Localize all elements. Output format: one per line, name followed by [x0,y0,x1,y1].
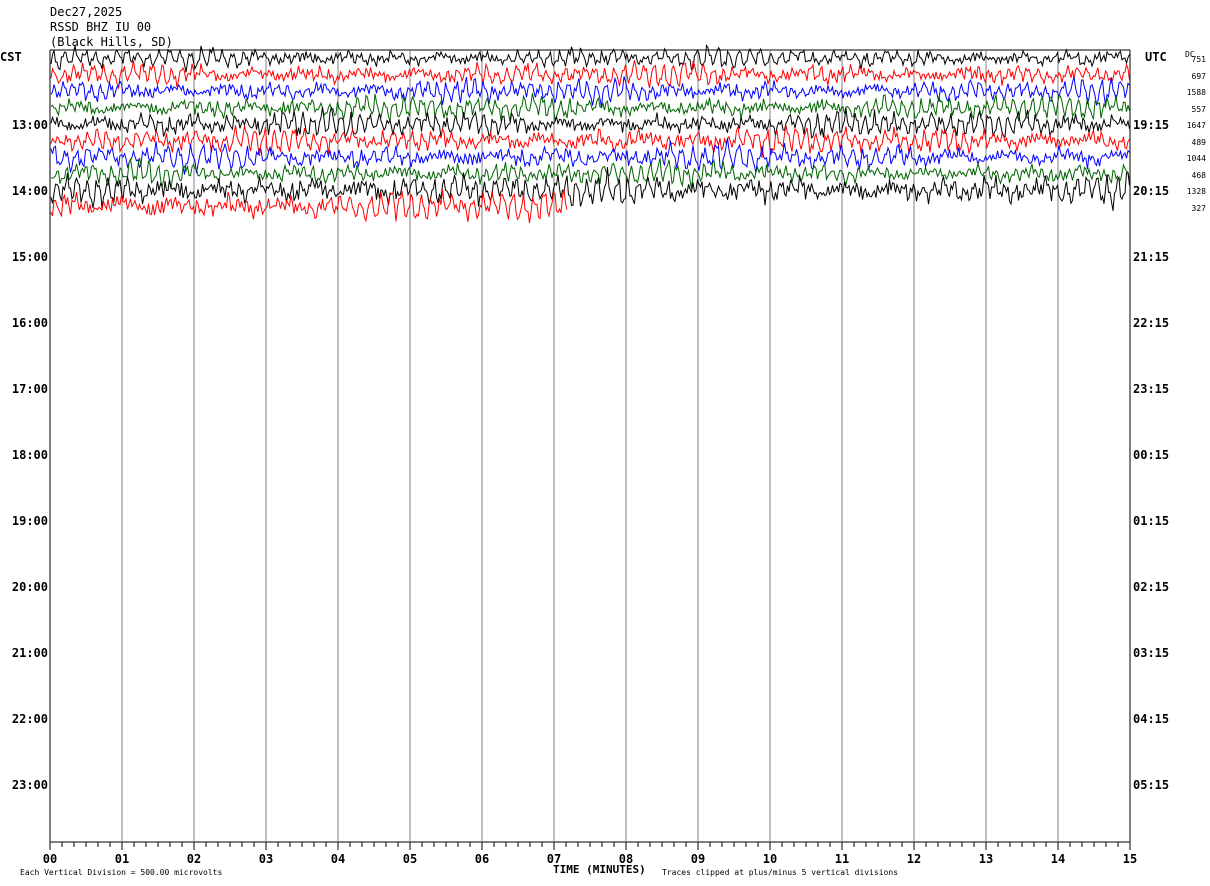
seismic-trace [50,76,1130,108]
right-hour-label: 01:15 [1133,514,1170,528]
dc-header-label: DC [1185,50,1195,59]
seismic-trace [50,189,568,224]
seismic-trace [50,157,1130,189]
station-label: RSSD BHZ IU 00 [50,20,152,34]
tz-left-label: CST [0,50,22,64]
x-tick-label: 02 [186,852,202,866]
seismic-trace [50,167,1130,211]
footer-right-note: Traces clipped at plus/minus 5 vertical … [662,868,899,877]
seismic-trace [50,43,1130,73]
seismic-trace [50,93,1130,122]
seismic-trace [50,125,1130,158]
x-tick-label: 12 [906,852,922,866]
x-tick-label: 13 [978,852,994,866]
x-tick-label: 05 [402,852,418,866]
left-hour-label: 18:00 [11,448,48,462]
date-label: Dec27,2025 [50,5,123,19]
x-tick-label: 00 [42,852,58,866]
dc-offset-label: 327 [1191,203,1206,213]
dc-offset-label: 1647 [1186,121,1206,130]
right-hour-label: 20:15 [1133,184,1170,198]
x-tick-label: 10 [762,852,778,866]
x-tick-label: 08 [618,852,634,866]
right-hour-label: 23:15 [1133,382,1170,396]
location-label: (Black Hills, SD) [50,35,173,49]
right-hour-label: 03:15 [1133,646,1170,660]
dc-offset-label: 1044 [1186,154,1206,163]
left-hour-label: 16:00 [11,316,48,330]
left-hour-label: 20:00 [11,580,48,594]
right-hour-label: 00:15 [1133,448,1170,462]
dc-offset-label: 468 [1191,170,1206,180]
seismic-trace [50,106,1130,139]
seismic-trace [50,60,1130,89]
footer-left-note: Each Vertical Division = 500.00 microvol… [20,868,223,877]
dc-offset-label: 489 [1191,137,1206,147]
x-tick-label: 11 [834,852,850,866]
dc-offset-label: 697 [1191,71,1206,81]
x-tick-label: 03 [258,852,274,866]
dc-offset-label: 751 [1191,55,1206,64]
left-hour-label: 17:00 [11,382,48,396]
right-hour-label: 21:15 [1133,250,1170,264]
right-hour-label: 19:15 [1133,118,1170,132]
tz-right-label: UTC [1145,50,1167,64]
x-tick-label: 04 [330,852,346,866]
x-tick-label: 15 [1122,852,1138,866]
x-tick-label: 07 [546,852,562,866]
x-axis-title: TIME (MINUTES) [553,863,646,876]
left-hour-label: 22:00 [11,712,48,726]
left-hour-label: 23:00 [11,778,48,792]
left-hour-label: 14:00 [11,184,48,198]
left-hour-label: 13:00 [11,118,48,132]
right-hour-label: 22:15 [1133,316,1170,330]
left-hour-label: 21:00 [11,646,48,660]
dc-offset-label: 557 [1191,104,1206,114]
right-hour-label: 04:15 [1133,712,1170,726]
left-hour-label: 19:00 [11,514,48,528]
right-hour-label: 02:15 [1133,580,1170,594]
x-tick-label: 01 [114,852,130,866]
dc-offset-label: 1328 [1186,187,1206,196]
seismic-trace [50,137,1130,175]
left-hour-label: 15:00 [11,250,48,264]
x-tick-label: 09 [690,852,706,866]
x-tick-label: 06 [474,852,490,866]
dc-offset-label: 1588 [1186,88,1206,97]
right-hour-label: 05:15 [1133,778,1170,792]
x-tick-label: 14 [1050,852,1066,866]
